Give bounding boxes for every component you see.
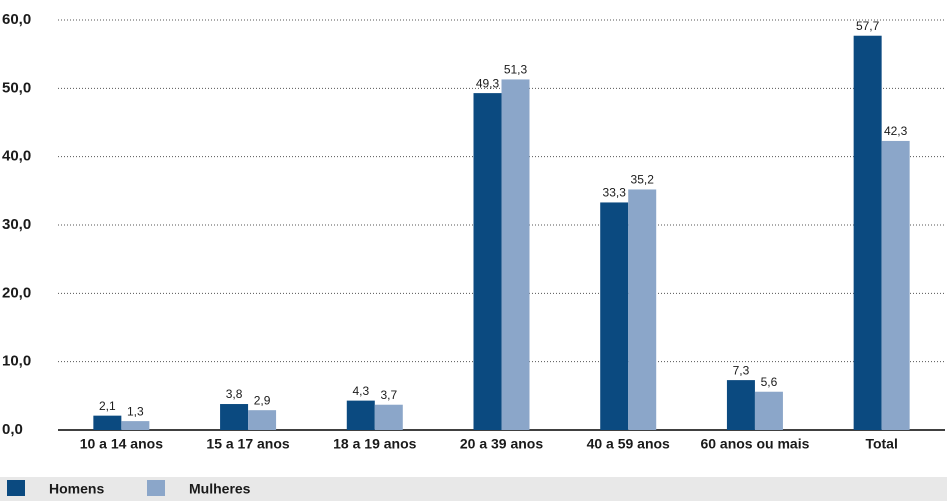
x-tick-label: 20 a 39 anos <box>460 436 543 452</box>
y-tick-label: 20,0 <box>2 284 31 301</box>
y-tick-label: 50,0 <box>2 79 31 96</box>
y-tick-label: 30,0 <box>2 216 31 233</box>
bar <box>628 189 657 430</box>
data-label: 2,1 <box>99 399 116 413</box>
legend-label: Homens <box>49 481 104 497</box>
x-tick-label: 40 a 59 anos <box>587 436 670 452</box>
legend-background <box>0 477 947 501</box>
legend-label: Mulheres <box>189 481 251 497</box>
data-label: 35,2 <box>631 173 655 187</box>
data-label: 57,7 <box>856 19 880 33</box>
bar <box>853 35 882 430</box>
data-label: 51,3 <box>504 63 528 77</box>
bar <box>501 79 530 430</box>
legend-swatch <box>147 480 165 496</box>
bar <box>473 93 502 430</box>
y-tick-label: 40,0 <box>2 148 31 165</box>
data-label: 1,3 <box>127 404 144 418</box>
data-label: 3,7 <box>380 388 397 402</box>
bar <box>346 400 375 430</box>
x-tick-label: 15 a 17 anos <box>206 436 289 452</box>
y-tick-label: 60,0 <box>2 11 31 28</box>
y-tick-label: 10,0 <box>2 353 31 370</box>
x-tick-label: Total <box>865 436 897 452</box>
data-label: 5,6 <box>761 375 778 389</box>
bar <box>754 391 783 430</box>
bar <box>220 404 249 430</box>
bar <box>248 410 277 430</box>
x-tick-label: 10 a 14 anos <box>80 436 163 452</box>
legend-swatch <box>7 480 25 496</box>
bar <box>600 202 629 430</box>
x-tick-label: 60 anos ou mais <box>700 436 809 452</box>
data-label: 4,3 <box>352 384 369 398</box>
data-label: 2,9 <box>254 393 271 407</box>
data-label: 42,3 <box>884 124 908 138</box>
data-label: 33,3 <box>603 186 627 200</box>
data-label: 3,8 <box>226 387 243 401</box>
x-tick-label: 18 a 19 anos <box>333 436 416 452</box>
data-label: 49,3 <box>476 76 500 90</box>
bar <box>726 380 755 430</box>
bar <box>121 421 150 430</box>
bar <box>881 140 910 430</box>
bar <box>374 404 403 430</box>
data-label: 7,3 <box>733 363 750 377</box>
bar <box>93 415 122 430</box>
y-tick-label: 0,0 <box>2 421 23 438</box>
